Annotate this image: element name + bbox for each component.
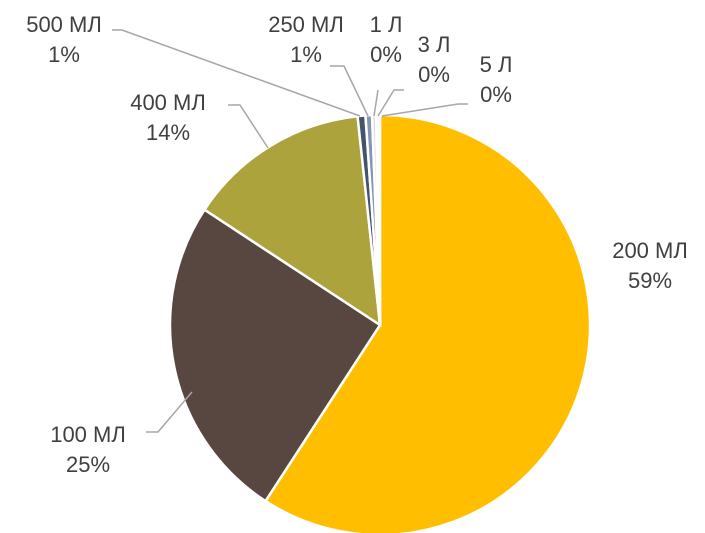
leader-line — [228, 104, 269, 149]
slice-category-label: 500 МЛ — [26, 12, 102, 37]
slice-percent-label: 59% — [628, 268, 672, 293]
slice-category-label: 5 Л — [480, 52, 513, 77]
leader-line — [112, 29, 361, 117]
slice-category-label: 250 МЛ — [268, 12, 344, 37]
slice-labels: 200 МЛ 59% 100 МЛ 25% 400 МЛ 14% 500 МЛ 1% 250 М… — [26, 12, 688, 477]
slice-category-label: 100 МЛ — [50, 422, 126, 447]
leader-line — [373, 89, 379, 117]
slice-percent-label: 25% — [66, 452, 110, 477]
slice-percent-label: 1% — [48, 42, 80, 67]
leader-line — [381, 103, 468, 117]
leader-line — [146, 391, 193, 433]
leader-lines — [112, 29, 468, 433]
slice-percent-label: 0% — [480, 82, 512, 107]
pie-slice-400-мл — [202, 114, 382, 328]
slice-category-label: 3 Л — [418, 32, 451, 57]
slice-percent-label: 0% — [370, 42, 402, 67]
slice-percent-label: 0% — [418, 62, 450, 87]
pie-slice-100-мл — [168, 207, 382, 503]
leader-line — [377, 89, 404, 117]
pie-slice-200-мл — [263, 113, 592, 533]
leader-line — [330, 65, 369, 117]
slice-category-label: 200 МЛ — [612, 238, 688, 263]
slice-category-label: 1 Л — [370, 12, 403, 37]
slice-category-label: 400 МЛ — [130, 90, 206, 115]
pie-slice-5-л — [377, 113, 382, 326]
pie-slices — [168, 113, 592, 533]
slice-percent-label: 1% — [290, 42, 322, 67]
slice-percent-label: 14% — [146, 120, 190, 145]
